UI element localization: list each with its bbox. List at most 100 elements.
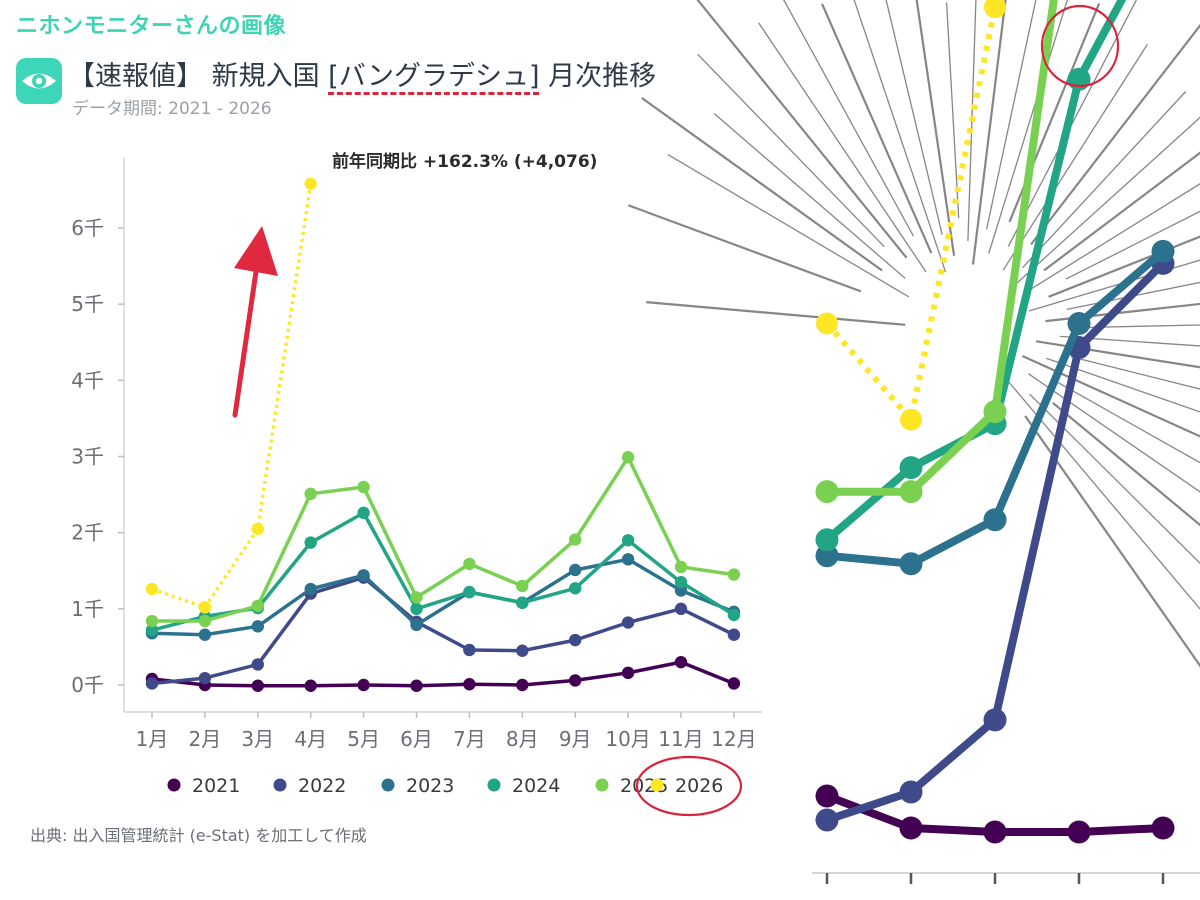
legend-marker-2021 <box>167 778 181 792</box>
speed-line <box>985 0 1037 230</box>
data-point-2022 <box>463 643 476 657</box>
speed-line <box>1029 259 1200 312</box>
data-point-2024 <box>463 585 476 599</box>
y-tick-label: 5千 <box>71 292 104 316</box>
speed-line <box>713 113 906 279</box>
zoom-point-2024 <box>899 456 923 480</box>
data-point-2022 <box>727 628 741 641</box>
speed-line <box>783 0 915 237</box>
speed-line <box>1002 43 1148 271</box>
x-tick-label: 6月 <box>400 727 433 751</box>
speed-line <box>821 3 933 254</box>
zoom-point-2023 <box>1151 239 1175 263</box>
data-point-2026 <box>251 522 264 536</box>
red-arrow-head <box>234 226 278 276</box>
speed-line <box>1065 210 1200 280</box>
data-point-2022 <box>621 616 635 629</box>
data-point-2023 <box>357 569 370 582</box>
data-point-2025 <box>251 599 264 612</box>
zoom-point-2024 <box>1067 67 1091 91</box>
legend-marker-2023 <box>381 778 395 792</box>
data-point-2025 <box>410 591 423 604</box>
zoom-point-2021 <box>1151 816 1175 840</box>
speed-line <box>646 301 906 326</box>
data-point-2022 <box>674 602 688 616</box>
speed-line <box>1066 281 1200 311</box>
zoom-point-2023 <box>1067 311 1091 335</box>
data-point-2023 <box>304 582 317 596</box>
data-point-2024 <box>569 582 582 595</box>
data-point-2022 <box>569 633 582 647</box>
data-point-2024 <box>410 602 423 616</box>
zoom-point-2023 <box>983 508 1007 532</box>
speed-line <box>641 97 883 272</box>
speed-line <box>696 0 908 259</box>
speed-line <box>885 0 943 235</box>
speed-line <box>1070 355 1200 390</box>
data-point-2024 <box>357 506 370 520</box>
data-point-2021 <box>621 666 635 680</box>
title-suffix: 月次推移 <box>539 61 657 92</box>
legend-marker-2025 <box>595 778 609 792</box>
data-point-2025 <box>727 568 741 581</box>
zoom-point-2021 <box>899 816 923 840</box>
data-point-2021 <box>674 655 688 669</box>
data-point-2023 <box>198 628 212 641</box>
x-tick-label: 2月 <box>189 727 222 751</box>
speed-line <box>1029 183 1200 291</box>
data-point-2024 <box>727 608 741 622</box>
zoom-point-2021 <box>1067 820 1091 844</box>
legend-label-2026: 2026 <box>675 775 723 797</box>
speed-line <box>1022 91 1187 269</box>
speed-line <box>945 2 960 219</box>
data-point-2021 <box>569 674 582 687</box>
data-point-2023 <box>251 620 264 633</box>
speed-line <box>628 204 862 293</box>
zoom-point-2025 <box>815 480 839 504</box>
x-tick-label: 10月 <box>605 727 650 751</box>
speed-line <box>853 0 947 273</box>
x-tick-label: 5月 <box>347 727 380 751</box>
data-point-2021 <box>357 678 370 692</box>
data-point-2025 <box>357 480 370 494</box>
data-point-2022 <box>145 677 159 690</box>
y-tick-label: 1千 <box>71 597 104 621</box>
source-note: 出典: 出入国管理統計 (e-Stat) を加工して作成 <box>30 826 367 845</box>
legend-label-2021: 2021 <box>192 775 240 797</box>
x-tick-label: 11月 <box>658 727 703 751</box>
speed-line <box>1045 357 1200 413</box>
title-country: [バングラデシュ] <box>328 61 540 92</box>
eye-icon <box>16 58 62 104</box>
red-arrow-shaft <box>232 255 261 418</box>
zoom-point-2022 <box>815 808 839 832</box>
data-point-2021 <box>304 679 317 692</box>
x-tick-label: 4月 <box>294 727 327 751</box>
chart-subtitle: データ期間: 2021 - 2026 <box>72 99 272 119</box>
y-tick-label: 0千 <box>71 673 104 697</box>
data-point-2026 <box>304 177 317 191</box>
speed-line <box>1035 340 1200 369</box>
speed-line <box>1043 151 1200 272</box>
legend-marker-2026 <box>650 778 664 792</box>
zoom-point-2021 <box>983 820 1007 844</box>
data-point-2025 <box>145 614 159 628</box>
series-line-2023 <box>151 557 735 637</box>
zoom-point-2023 <box>815 544 839 568</box>
data-point-2021 <box>410 679 423 692</box>
speed-line <box>1010 116 1200 289</box>
speed-line <box>971 0 1007 265</box>
speed-line <box>1052 401 1200 527</box>
x-tick-label: 8月 <box>506 727 539 751</box>
data-point-2025 <box>516 579 529 593</box>
zoom-point-2021 <box>815 784 839 808</box>
data-point-2022 <box>251 658 264 671</box>
chart-title: 【速報値】 新規入国 [バングラデシュ] 月次推移 <box>68 54 656 93</box>
legend-marker-2022 <box>273 778 287 792</box>
title-prefix: 【速報値】 新規入国 <box>68 61 329 92</box>
data-point-2025 <box>463 557 476 571</box>
data-point-2024 <box>516 596 529 609</box>
data-point-2022 <box>516 644 529 657</box>
speed-lines <box>628 0 1200 668</box>
x-tick-label: 1月 <box>136 727 169 751</box>
